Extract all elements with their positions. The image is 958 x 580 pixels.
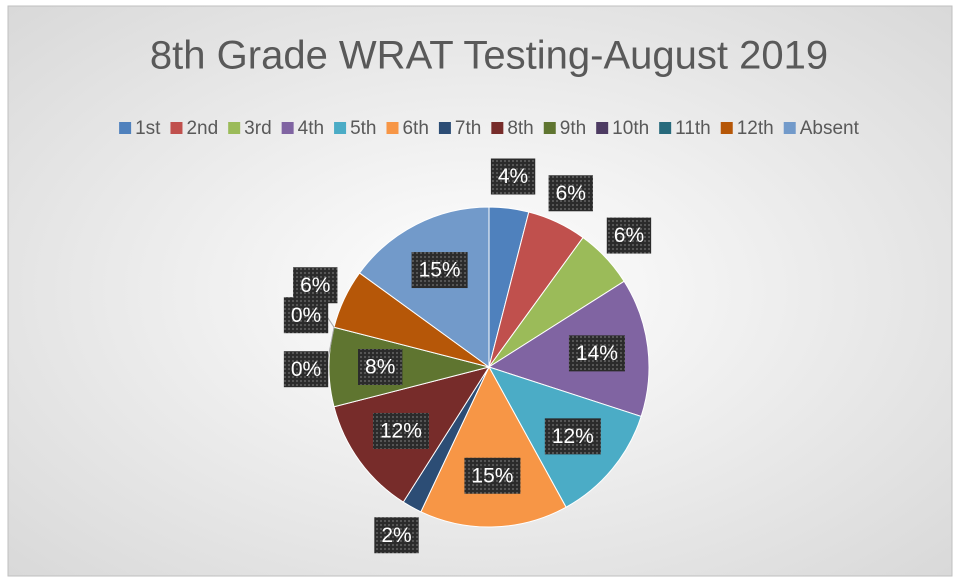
legend-item: 3rd: [228, 118, 272, 139]
data-label: 12%: [544, 418, 601, 455]
legend-item: 11th: [659, 118, 711, 139]
legend-label: 4th: [298, 118, 324, 139]
legend-label: 9th: [560, 118, 586, 139]
legend-label: 3rd: [244, 118, 271, 139]
legend-swatch: [334, 122, 347, 134]
legend-swatch: [170, 122, 183, 134]
data-label-text: 2%: [381, 524, 411, 547]
data-label-text: 6%: [300, 274, 330, 297]
legend-swatch: [783, 122, 796, 134]
data-label-text: 15%: [419, 259, 461, 282]
data-label: 6%: [548, 175, 593, 212]
legend-item: 9th: [543, 118, 586, 139]
data-label-text: 0%: [291, 304, 321, 327]
legend-label: 8th: [507, 118, 533, 139]
data-label-text: 0%: [291, 358, 321, 381]
data-label: 4%: [490, 158, 536, 195]
data-label-text: 6%: [556, 182, 586, 205]
data-label-box: [372, 412, 429, 449]
legend-label: 2nd: [186, 118, 218, 139]
legend-swatch: [281, 122, 294, 134]
data-label-text: 6%: [614, 224, 644, 247]
legend-label: Absent: [800, 118, 860, 139]
legend-swatch: [596, 122, 609, 134]
legend-swatch: [119, 122, 132, 134]
chart-title: 8th Grade WRAT Testing-August 2019: [150, 34, 828, 78]
data-label: 15%: [411, 252, 468, 289]
data-label-text: 12%: [552, 425, 594, 448]
legend-swatch: [720, 122, 733, 134]
data-label-box: [293, 267, 338, 304]
data-label-box: [490, 158, 536, 195]
legend-item: 5th: [334, 118, 376, 139]
data-label-text: 14%: [576, 342, 618, 365]
data-label: 8%: [358, 349, 403, 385]
legend-label: 12th: [737, 118, 774, 139]
data-label-box: [374, 517, 419, 554]
legend-item: 10th: [596, 118, 649, 139]
legend-swatch: [228, 122, 241, 134]
legend: 1st 2nd 3rd 4th 5th 6th 7th 8th 9th 10th 11th 12th A…: [119, 118, 860, 139]
data-label: 2%: [374, 517, 419, 554]
legend-item: 4th: [281, 118, 324, 139]
legend-swatch: [386, 122, 399, 134]
data-label-box: [283, 351, 329, 388]
legend-swatch: [543, 122, 556, 134]
data-label-text: 4%: [498, 165, 528, 188]
legend-item: 6th: [386, 118, 429, 139]
legend-swatch: [659, 122, 672, 134]
legend-label: 7th: [455, 118, 481, 139]
data-label-text: 12%: [380, 419, 422, 442]
data-label: 6%: [293, 267, 338, 304]
data-label-text: 8%: [365, 356, 395, 379]
legend-item: 2nd: [170, 118, 218, 139]
data-label-box: [548, 175, 593, 212]
pie-slice: [420, 365, 567, 528]
data-label-box: [544, 418, 601, 455]
data-labels: 4% 6% 6% 14% 12% 15% 2% 12% 8% 0% 0% 6% 15%: [283, 158, 652, 554]
legend-item: Absent: [783, 118, 860, 139]
legend-item: 12th: [720, 118, 774, 139]
data-label: 0%: [283, 351, 329, 388]
data-label: 6%: [606, 217, 652, 254]
data-label: 15%: [464, 457, 521, 494]
legend-label: 1st: [135, 118, 161, 139]
data-label: 14%: [568, 335, 625, 372]
data-label-box: [358, 349, 403, 385]
legend-label: 11th: [675, 118, 711, 139]
legend-item: 7th: [438, 118, 481, 139]
data-label: 12%: [372, 412, 429, 449]
legend-swatch: [491, 122, 504, 134]
legend-item: 8th: [491, 118, 534, 139]
legend-label: 5th: [350, 118, 376, 139]
legend-label: 10th: [612, 118, 649, 139]
data-label-box: [568, 335, 625, 372]
legend-swatch: [438, 122, 451, 134]
data-label-box: [411, 252, 468, 289]
data-label-box: [606, 217, 652, 254]
data-label-box: [464, 457, 521, 494]
legend-label: 6th: [402, 118, 428, 139]
legend-item: 1st: [119, 118, 161, 139]
data-label-text: 15%: [471, 464, 513, 487]
